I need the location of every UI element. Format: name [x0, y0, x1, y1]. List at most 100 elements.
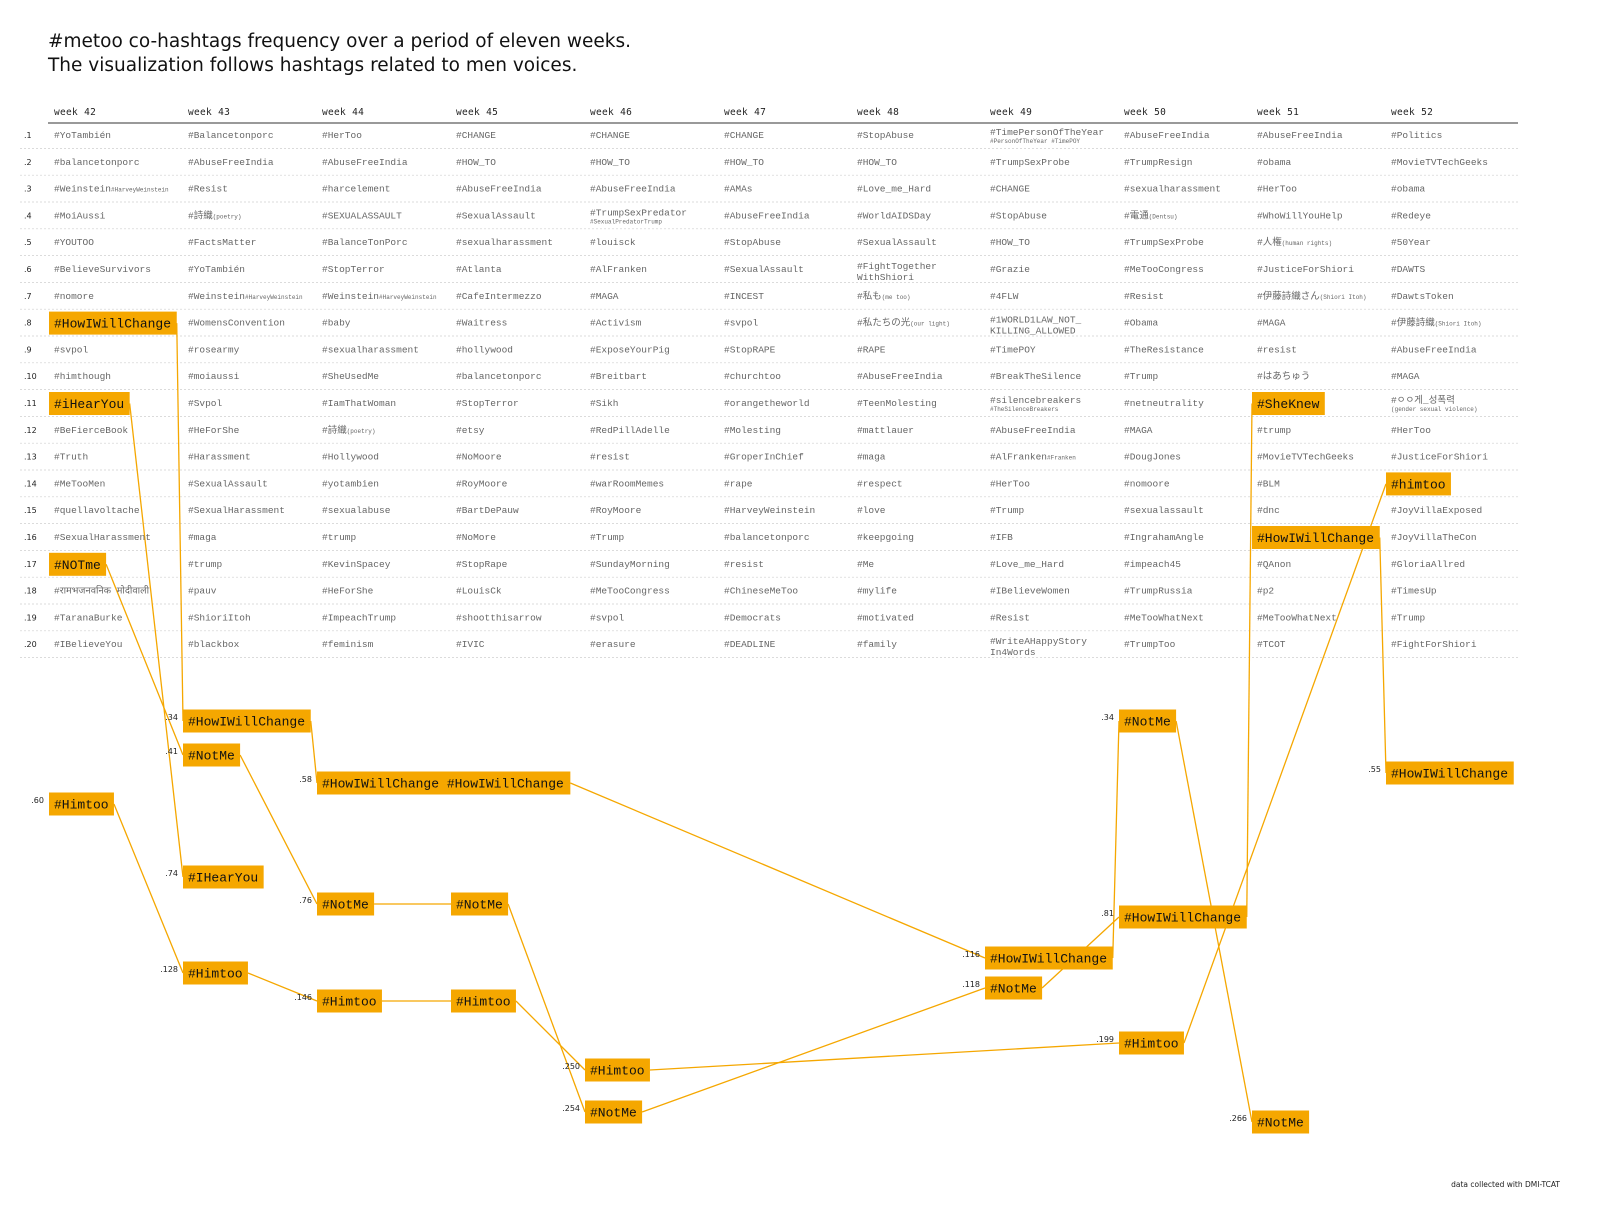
hashtag-cell: #AbuseFreeIndia: [322, 157, 408, 168]
hashtag-cell: #TimePersonOfTheYear: [990, 127, 1104, 138]
hashtag-box: [1252, 1110, 1310, 1134]
hashtag-cell: #CafeIntermezzo: [456, 291, 542, 302]
hashtag-cell: #MAGA: [590, 291, 619, 302]
week-header: week 52: [1391, 107, 1433, 118]
hashtag-cell: #Waitress: [456, 318, 507, 329]
box-value-label: .81: [1101, 909, 1114, 918]
rank-label: .19: [24, 613, 37, 622]
hashtag-box-label: #HowIWillChange: [990, 952, 1107, 967]
hashtag-cell: #Politics: [1391, 130, 1442, 141]
hashtag-cell-subtext: (gender sexual violence): [1391, 406, 1477, 413]
hashtag-cell: #respect: [857, 478, 903, 489]
rank-label: .18: [24, 587, 37, 596]
hashtag-box: [1386, 761, 1514, 785]
hashtag-cell: #maga: [188, 532, 217, 543]
hashtag-cell: #p2: [1257, 586, 1274, 597]
hashtag-cell: #maga: [857, 452, 886, 463]
hashtag-cell: #BartDePauw: [456, 505, 519, 516]
rank-label: .11: [24, 399, 37, 408]
week-header: week 43: [188, 107, 230, 118]
highlighted-hashtag: #iHearYou: [54, 397, 124, 412]
hashtag-cell: #rape: [724, 478, 753, 489]
hashtag-cell: #AbuseFreeIndia: [456, 184, 542, 195]
hashtag-cell: #churchtoo: [724, 371, 781, 382]
hashtag-box: [317, 989, 382, 1013]
hashtag-cell: #etsy: [456, 425, 485, 436]
hashtag-cell: #HOW_TO: [724, 157, 764, 168]
hashtag-cell: #rosearmy: [188, 344, 240, 355]
hashtag-cell: #BeFierceBook: [54, 425, 128, 436]
hashtag-cell: #はあちゅう: [1257, 371, 1310, 382]
hashtag-cell: #ShioriItoh: [188, 612, 251, 623]
hashtag-cell: #SexualAssault: [188, 478, 268, 489]
hashtag-cell: #Democrats: [724, 612, 781, 623]
hashtag-cell: #trump: [1257, 425, 1292, 436]
hashtag-cell-subtext: #SexualPredatorTrump: [590, 218, 662, 225]
hashtag-cell: #TrumpRussia: [1124, 586, 1193, 597]
hashtag-cell: #ChineseMeToo: [724, 586, 798, 597]
hashtag-cell: #CHANGE: [724, 130, 764, 141]
rank-label: .9: [24, 345, 32, 354]
hashtag-cell: #Trump: [990, 505, 1025, 516]
hashtag-cell: #NoMoore: [456, 452, 502, 463]
hashtag-cell: #resist: [590, 452, 630, 463]
week-header: week 51: [1257, 107, 1299, 118]
hashtag-cell: #motivated: [857, 612, 914, 623]
box-value-label: .55: [1368, 765, 1381, 774]
hashtag-cell: #JusticeForShiori: [1391, 452, 1488, 463]
trend-link: [641, 987, 986, 1113]
hashtag-box: [451, 892, 509, 916]
rank-label: .16: [24, 533, 37, 542]
hashtag-cell: #IngrahamAngle: [1124, 532, 1204, 543]
trend-link: [239, 754, 318, 905]
hashtag-cell: #keepgoing: [857, 532, 914, 543]
hashtag-cell: #TaranaBurke: [54, 612, 123, 623]
hashtag-cell: #ImpeachTrump: [322, 612, 396, 623]
trend-link: [507, 903, 586, 1113]
hashtag-cell: #伊藤詩織さん(Shiori Itoh): [1257, 290, 1367, 302]
hashtag-cell: #AbuseFreeIndia: [1124, 130, 1210, 141]
box-value-label: .41: [165, 747, 178, 756]
hashtag-box: [317, 771, 571, 795]
hashtag-cell: #KevinSpacey: [322, 559, 391, 570]
hashtag-cell: #hollywood: [456, 344, 513, 355]
hashtag-cell: #obama: [1257, 157, 1292, 168]
hashtag-cell: #YoTambién: [54, 130, 111, 141]
hashtag-box-label: #NotMe: [456, 898, 503, 913]
hashtag-box-label: #Himtoo: [590, 1064, 645, 1079]
hashtag-box: [317, 892, 375, 916]
hashtag-cell: #RAPE: [857, 344, 886, 355]
hashtag-cell: #TeenMolesting: [857, 398, 937, 409]
hashtag-cell: #Resist: [1124, 291, 1164, 302]
hashtag-box-label: #HowIWillChange: [1124, 911, 1241, 926]
hashtag-box: [1119, 1031, 1184, 1055]
hashtag-cell: #Resist: [990, 612, 1030, 623]
hashtag-cell: #IBelieveYou: [54, 639, 122, 650]
rank-label: .13: [24, 453, 37, 462]
hashtag-cell: #AbuseFreeIndia: [590, 184, 676, 195]
hashtag-cell: #HeForShe: [188, 425, 240, 436]
hashtag-box: [985, 976, 1043, 1000]
hashtag-cell-line2: KILLING_ALLOWED: [990, 326, 1076, 337]
hashtag-cell: #Trump: [1124, 371, 1159, 382]
hashtag-cell: #trump: [322, 532, 357, 543]
hashtag-box-label: #IHearYou: [188, 871, 258, 886]
hashtag-cell: #moiaussi: [188, 371, 240, 382]
hashtag-cell: #MeTooWhatNext: [1257, 612, 1337, 623]
hashtag-cell: #電通(Dentsu): [1124, 210, 1178, 221]
week-header: week 46: [590, 107, 632, 118]
hashtag-cell: #AbuseFreeIndia: [1257, 130, 1343, 141]
rank-label: .2: [24, 158, 32, 167]
hashtag-cell: #StopAbuse: [857, 130, 914, 141]
hashtag-cell: #AbuseFreeIndia: [188, 157, 274, 168]
box-value-label: .58: [299, 775, 312, 784]
hashtag-box-label: #Himtoo: [188, 967, 243, 982]
hashtag-cell: #AbuseFreeIndia: [990, 425, 1076, 436]
hashtag-cell: #HOW_TO: [590, 157, 630, 168]
hashtag-cell: #sexualabuse: [322, 505, 391, 516]
hashtag-cell: #SexualHarassment: [54, 532, 151, 543]
hashtag-cell: #svpol: [54, 344, 89, 355]
rank-label: .8: [24, 319, 32, 328]
hashtag-cell: #harcelement: [322, 184, 390, 195]
